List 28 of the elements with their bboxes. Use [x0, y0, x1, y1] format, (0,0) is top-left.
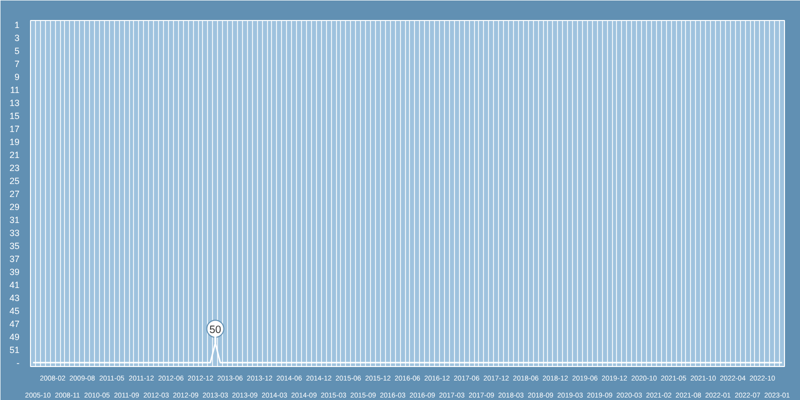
y-tick-label: 3	[14, 32, 20, 43]
y-tick-label: 43	[9, 293, 20, 304]
y-tick-label: 33	[9, 228, 20, 238]
y-tick-label: 49	[9, 332, 20, 342]
y-tick-label: 39	[9, 267, 20, 278]
y-tick-label: 37	[9, 254, 20, 264]
y-tick-label: 47	[9, 319, 20, 330]
y-tick-label: 11	[10, 84, 20, 95]
y-tick-label: 45	[9, 306, 20, 316]
y-tick-label: 23	[9, 162, 20, 173]
y-tick-label: 25	[9, 176, 20, 186]
y-tick-label: 35	[9, 241, 20, 252]
annotation: 50	[209, 324, 222, 336]
y-tick-label: 27	[9, 189, 20, 199]
y-tick-label: 7	[14, 58, 20, 69]
y-tick-label: 41	[9, 280, 20, 290]
y-tick-label: -	[16, 358, 20, 368]
y-tick-label: 1	[14, 20, 20, 30]
y-tick-label: 29	[9, 202, 20, 212]
y-tick-label: 21	[9, 150, 20, 160]
y-tick-label: 31	[9, 215, 20, 226]
y-tick-label: 17	[9, 124, 20, 134]
y-tick-label: 19	[9, 136, 20, 147]
y-tick-label: 13	[9, 98, 20, 108]
y-tick-label: 5	[14, 46, 20, 56]
y-tick-label: 9	[14, 72, 20, 82]
y-tick-label: 51	[9, 345, 20, 356]
y-tick-label: 15	[9, 110, 20, 121]
